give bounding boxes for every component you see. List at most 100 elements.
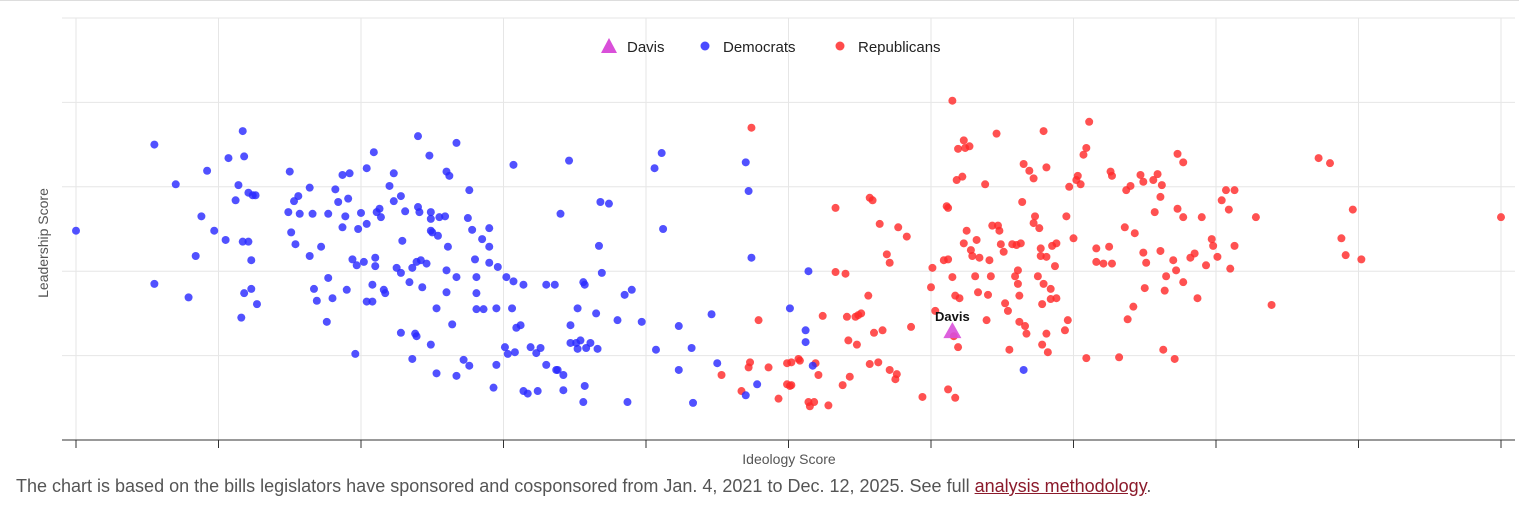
republicans-point[interactable] xyxy=(1003,306,1012,315)
democrats-point[interactable] xyxy=(221,235,230,244)
republicans-point[interactable] xyxy=(996,240,1005,249)
republicans-point[interactable] xyxy=(1123,315,1132,324)
republicans-point[interactable] xyxy=(1172,266,1181,275)
republicans-point[interactable] xyxy=(1497,213,1505,222)
democrats-point[interactable] xyxy=(244,237,253,246)
republicans-point[interactable] xyxy=(1082,354,1091,363)
democrats-point[interactable] xyxy=(405,278,414,287)
democrats-point[interactable] xyxy=(294,192,303,201)
republicans-point[interactable] xyxy=(1013,279,1022,288)
democrats-point[interactable] xyxy=(808,361,817,370)
democrats-point[interactable] xyxy=(566,338,575,347)
republicans-point[interactable] xyxy=(894,223,903,232)
republicans-point[interactable] xyxy=(885,258,894,267)
democrats-point[interactable] xyxy=(381,289,390,298)
republicans-point[interactable] xyxy=(1107,259,1116,268)
democrats-point[interactable] xyxy=(459,355,468,364)
democrats-point[interactable] xyxy=(613,316,622,325)
democrats-point[interactable] xyxy=(352,261,361,270)
democrats-point[interactable] xyxy=(741,391,750,400)
legend-republicans-label[interactable]: Republicans xyxy=(858,39,941,56)
democrats-point[interactable] xyxy=(372,208,381,217)
davis-point[interactable] xyxy=(943,322,962,339)
democrats-point[interactable] xyxy=(542,360,551,369)
democrats-point[interactable] xyxy=(348,255,357,264)
republicans-point[interactable] xyxy=(1038,340,1047,349)
republicans-point[interactable] xyxy=(1230,241,1239,250)
democrats-point[interactable] xyxy=(389,169,398,178)
republicans-point[interactable] xyxy=(988,221,997,230)
democrats-point[interactable] xyxy=(398,236,407,245)
democrats-point[interactable] xyxy=(368,280,377,289)
republicans-point[interactable] xyxy=(1162,272,1171,281)
republicans-point[interactable] xyxy=(948,273,957,282)
republicans-point[interactable] xyxy=(984,290,992,299)
republicans-point[interactable] xyxy=(747,123,756,132)
legend-democrats-dot-icon[interactable] xyxy=(700,41,710,51)
democrats-point[interactable] xyxy=(580,280,589,289)
democrats-point[interactable] xyxy=(287,228,296,237)
democrats-point[interactable] xyxy=(412,332,421,341)
republicans-point[interactable] xyxy=(1213,252,1222,261)
republicans-point[interactable] xyxy=(1156,192,1165,201)
republicans-point[interactable] xyxy=(1001,299,1010,308)
democrats-point[interactable] xyxy=(485,224,494,233)
democrats-point[interactable] xyxy=(582,344,591,353)
republicans-point[interactable] xyxy=(972,235,981,244)
democrats-point[interactable] xyxy=(354,225,363,233)
democrats-point[interactable] xyxy=(341,212,350,221)
democrats-point[interactable] xyxy=(331,185,340,194)
republicans-point[interactable] xyxy=(959,136,968,145)
republicans-point[interactable] xyxy=(865,193,874,202)
republicans-point[interactable] xyxy=(838,381,847,390)
republicans-point[interactable] xyxy=(1224,205,1233,214)
republicans-point[interactable] xyxy=(1179,213,1188,222)
republicans-point[interactable] xyxy=(1156,246,1165,255)
democrats-point[interactable] xyxy=(351,349,360,358)
republicans-point[interactable] xyxy=(954,343,963,352)
legend-republicans-dot-icon[interactable] xyxy=(835,41,845,51)
democrats-point[interactable] xyxy=(804,267,813,276)
democrats-point[interactable] xyxy=(240,289,249,298)
democrats-point[interactable] xyxy=(579,398,588,407)
legend-davis-triangle-icon[interactable] xyxy=(601,38,617,53)
republicans-point[interactable] xyxy=(1039,127,1048,136)
republicans-point[interactable] xyxy=(783,380,792,389)
republicans-point[interactable] xyxy=(1062,212,1071,221)
republicans-point[interactable] xyxy=(1036,244,1045,253)
democrats-point[interactable] xyxy=(345,169,354,178)
democrats-point[interactable] xyxy=(689,398,698,407)
republicans-point[interactable] xyxy=(1043,348,1052,357)
republicans-point[interactable] xyxy=(1357,255,1366,264)
democrats-point[interactable] xyxy=(369,148,378,157)
republicans-point[interactable] xyxy=(814,371,823,380)
democrats-point[interactable] xyxy=(519,280,528,289)
republicans-point[interactable] xyxy=(892,370,901,379)
republicans-point[interactable] xyxy=(783,359,792,368)
democrats-point[interactable] xyxy=(1019,365,1028,374)
republicans-point[interactable] xyxy=(931,306,940,315)
republicans-point[interactable] xyxy=(1202,261,1211,270)
republicans-point[interactable] xyxy=(818,311,827,320)
republicans-point[interactable] xyxy=(865,360,874,369)
republicans-point[interactable] xyxy=(981,180,990,189)
democrats-point[interactable] xyxy=(238,237,247,246)
republicans-point[interactable] xyxy=(965,142,974,151)
democrats-point[interactable] xyxy=(362,219,371,228)
democrats-point[interactable] xyxy=(414,132,422,141)
democrats-point[interactable] xyxy=(452,273,461,282)
republicans-point[interactable] xyxy=(951,393,960,402)
republicans-point[interactable] xyxy=(1115,353,1124,362)
democrats-point[interactable] xyxy=(317,242,326,251)
republicans-point[interactable] xyxy=(992,129,1001,138)
democrats-point[interactable] xyxy=(553,365,562,374)
republicans-point[interactable] xyxy=(1107,171,1116,180)
democrats-point[interactable] xyxy=(604,199,613,208)
democrats-point[interactable] xyxy=(523,389,532,398)
republicans-point[interactable] xyxy=(1069,234,1078,243)
democrats-point[interactable] xyxy=(573,344,582,353)
democrats-point[interactable] xyxy=(197,212,206,221)
republicans-point[interactable] xyxy=(1042,252,1051,261)
republicans-point[interactable] xyxy=(1170,354,1179,363)
republicans-point[interactable] xyxy=(985,256,994,265)
